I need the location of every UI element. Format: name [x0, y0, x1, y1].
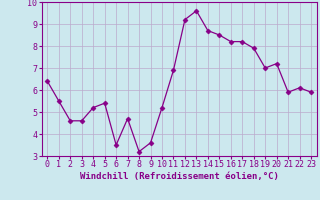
- X-axis label: Windchill (Refroidissement éolien,°C): Windchill (Refroidissement éolien,°C): [80, 172, 279, 181]
